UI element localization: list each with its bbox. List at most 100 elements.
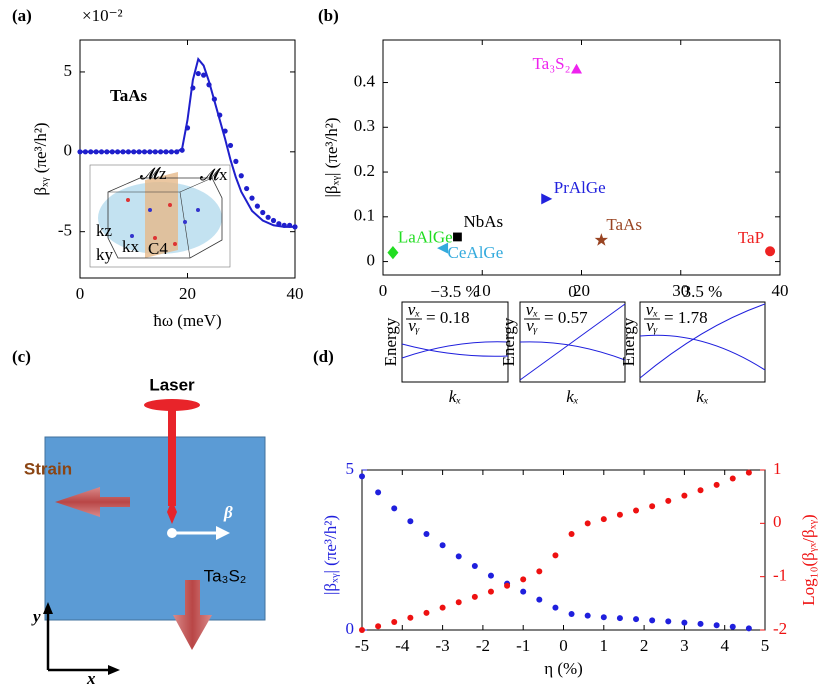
node — [126, 198, 130, 202]
zone — [107, 177, 223, 259]
dot — [222, 128, 228, 134]
x-tick-label: 5 — [761, 636, 770, 655]
node — [168, 203, 172, 207]
x-tick-label: 3 — [680, 636, 689, 655]
band — [401, 343, 509, 357]
band — [519, 341, 626, 361]
point-label: TaAs — [606, 215, 642, 234]
y-tick-label: 0.2 — [354, 161, 375, 180]
x-tick-label: -3 — [436, 636, 450, 655]
axis-arrowhead — [108, 665, 120, 675]
dot — [270, 217, 277, 224]
dot — [141, 149, 148, 155]
multiplier: ×10⁻² — [82, 6, 123, 25]
dot — [697, 620, 704, 627]
point — [594, 233, 609, 246]
dot — [195, 70, 201, 77]
x-tick-label: 20 — [179, 284, 196, 303]
x-tick-label: 0 — [559, 636, 568, 655]
dot — [407, 614, 414, 621]
dot — [471, 563, 478, 569]
point-label: NbAs — [463, 212, 503, 231]
dot — [375, 623, 382, 630]
ratio-den: vᵧ — [526, 316, 538, 335]
x-axis-label: ħω (meV) — [153, 311, 221, 330]
point — [387, 246, 399, 260]
point-label: TaP — [738, 228, 764, 247]
ratio-num: vₓ — [526, 300, 539, 319]
inset-xlabel: kₓ — [449, 387, 462, 406]
dot — [600, 516, 607, 523]
point — [541, 193, 553, 205]
dot — [391, 505, 398, 512]
x-tick-label: 0 — [379, 281, 388, 300]
y-tick-label: 0.1 — [354, 206, 375, 225]
dot — [115, 149, 121, 155]
dot — [163, 149, 169, 155]
x-tick-label: 0 — [76, 284, 85, 303]
diagram: (c) Laser Strain β Ta₃S₂ y x — [12, 347, 266, 685]
dot — [206, 82, 212, 88]
dot — [77, 149, 83, 155]
dot — [407, 518, 414, 525]
y-tick-label: 0.4 — [354, 71, 376, 90]
dot — [184, 125, 191, 131]
dot — [423, 609, 430, 616]
dot — [713, 481, 720, 488]
dot — [487, 588, 494, 595]
dot — [584, 612, 591, 619]
dot — [391, 619, 398, 625]
inset-label: C4 — [148, 239, 168, 258]
dot — [131, 149, 137, 155]
dot — [536, 568, 543, 575]
ratio-den: vᵧ — [408, 316, 420, 335]
inset-ylabel: Energy — [381, 317, 400, 366]
x-tick-label: -2 — [476, 636, 490, 655]
dot — [211, 96, 217, 102]
ratio-value: = 0.57 — [544, 308, 588, 327]
ratio-den: vᵧ — [646, 316, 658, 335]
dot — [265, 214, 271, 220]
dot — [82, 149, 88, 155]
dot — [504, 582, 511, 589]
x-tick-label: -1 — [516, 636, 530, 655]
node — [148, 208, 152, 212]
dot — [98, 149, 105, 155]
x-tick-label: -4 — [395, 636, 410, 655]
node — [130, 234, 134, 238]
dot — [88, 149, 94, 155]
x-tick-label: -5 — [355, 636, 369, 655]
panel-label: (c) — [12, 347, 31, 366]
dot — [745, 469, 752, 476]
inset-ylabel: Energy — [499, 317, 518, 366]
x-tick-label: 4 — [720, 636, 729, 655]
ratio-value: = 0.18 — [426, 308, 470, 327]
line — [80, 57, 295, 228]
dot — [584, 520, 591, 527]
y-tick-label: -1 — [773, 566, 787, 585]
node — [153, 236, 157, 240]
dot — [568, 531, 575, 537]
node — [196, 208, 200, 212]
dot — [238, 173, 244, 179]
band — [639, 303, 766, 379]
dot — [729, 623, 736, 630]
inset: 𝓜z 𝓜x kz ky kx C4 — [89, 164, 231, 268]
dot — [649, 503, 656, 510]
dot — [568, 611, 575, 617]
y-tick-label: -5 — [58, 221, 72, 240]
dot — [287, 222, 293, 228]
dot — [423, 531, 430, 537]
dot — [487, 572, 494, 579]
inset-label: 𝓜z — [140, 164, 167, 183]
dot — [179, 147, 185, 153]
y-tick-label: 5 — [64, 61, 73, 80]
point-label: Ta₃S₂ — [532, 54, 570, 73]
dot — [158, 149, 164, 155]
dot — [125, 149, 131, 155]
dot — [168, 149, 174, 155]
dot — [536, 596, 543, 603]
dot — [276, 221, 282, 227]
dot — [254, 203, 260, 209]
dot — [217, 112, 223, 118]
